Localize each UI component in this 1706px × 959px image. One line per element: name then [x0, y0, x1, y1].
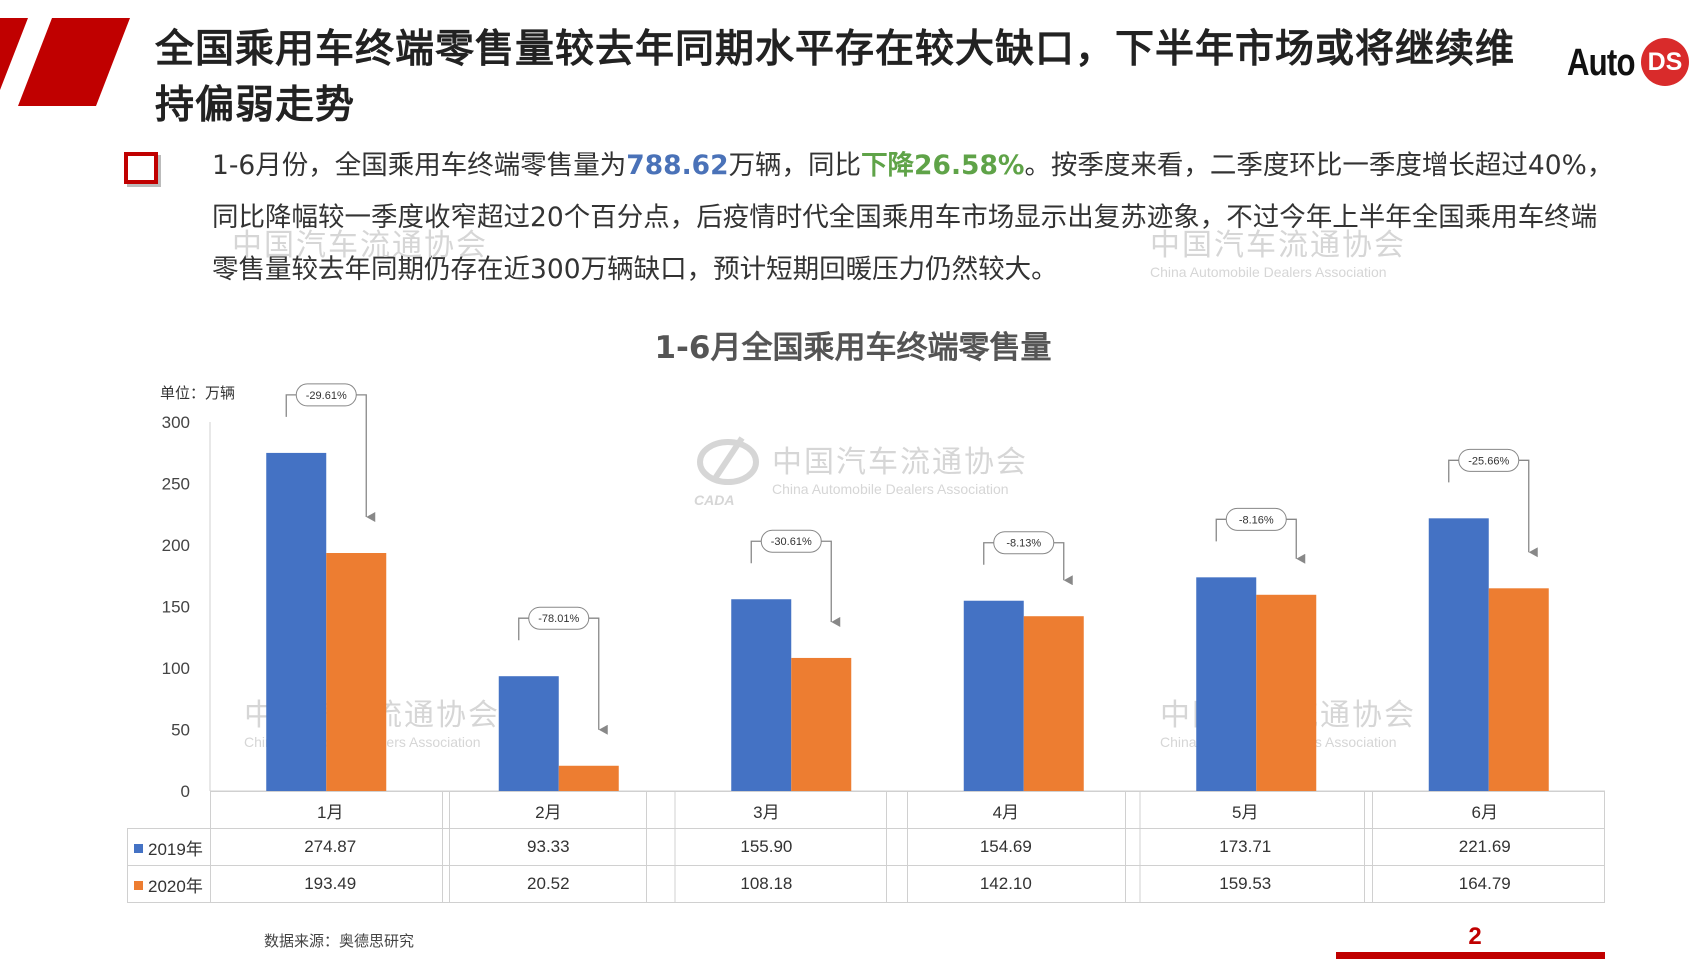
checkbox-bullet-icon — [124, 152, 158, 184]
y-tick-label: 200 — [162, 536, 190, 555]
table-cell: 142.10 — [885, 865, 1127, 903]
legend-entry: 2020年 — [127, 865, 211, 903]
y-tick-label: 150 — [162, 598, 190, 617]
bar-2019 — [963, 600, 1024, 791]
summary-volume-highlight: 788.62 — [626, 150, 729, 181]
summary-paragraph: 1-6月份，全国乘用车终端零售量为788.62万辆，同比下降26.58%。按季度… — [212, 140, 1622, 296]
x-tick-label: 2月 — [449, 791, 648, 829]
change-label: -25.66% — [1468, 455, 1509, 467]
table-cell: 173.71 — [1125, 828, 1366, 866]
page-accent-bar — [1336, 952, 1605, 959]
brand-word: Auto — [1567, 42, 1635, 84]
table-cell: 221.69 — [1364, 828, 1605, 866]
summary-decline-highlight: 下降26.58% — [861, 150, 1025, 181]
table-row: 2019年 274.87 93.33 155.90 154.69 173.71 221.69 — [127, 828, 1605, 866]
bar-2019 — [731, 599, 792, 791]
y-tick-label: 100 — [162, 659, 190, 678]
change-label: -29.61% — [306, 390, 347, 402]
unit-label: 单位：万辆 — [160, 384, 236, 402]
summary-text-1: 1-6月份，全国乘用车终端零售量为 — [212, 150, 627, 181]
change-label-pill — [528, 606, 590, 630]
change-label: -8.13% — [1006, 538, 1041, 550]
table-cell: 154.69 — [885, 828, 1127, 866]
change-label: -8.16% — [1239, 514, 1274, 526]
bar-2020 — [791, 657, 852, 791]
table-row: 2020年 193.49 20.52 108.18 142.10 159.53 164.79 — [127, 865, 1605, 903]
legend-swatch — [134, 843, 143, 853]
red-stripes-logo — [0, 18, 130, 106]
bar-2020 — [558, 765, 619, 791]
bar-2020 — [1256, 594, 1317, 791]
data-source: 数据来源：奥德思研究 — [264, 932, 415, 950]
legend-label: 2019年 — [148, 839, 203, 859]
x-tick-label: 4月 — [885, 791, 1127, 829]
table-corner-cell — [127, 791, 211, 829]
change-label: -78.01% — [538, 613, 579, 625]
table-category-row: 1月 2月 3月 4月 5月 6月 — [127, 791, 1605, 829]
callouts-layer: -29.61% -78.01% -30.61% -8.13% -8.16% -25.66% — [285, 383, 1538, 735]
change-label-pill — [993, 531, 1055, 555]
y-tick-label: 50 — [171, 721, 190, 740]
change-label-pill — [1458, 448, 1520, 472]
x-tick-label: 1月 — [209, 791, 451, 829]
data-table: 1月 2月 3月 4月 5月 6月 2019年 274.87 93.33 155.90 154.6… — [127, 791, 1605, 903]
table-cell: 274.87 — [209, 828, 451, 866]
x-tick-label: 5月 — [1125, 791, 1366, 829]
bar-2019 — [1196, 577, 1257, 791]
bar-2019 — [1428, 518, 1489, 791]
brand-badge: DS — [1641, 38, 1689, 86]
bar-2020 — [1488, 588, 1549, 791]
legend-swatch — [134, 880, 143, 890]
summary-text-3: 。按季度来看，二季度环比一季度增长超过40%，同比降幅较一季度收窄超过20个百分… — [212, 150, 1614, 285]
chart-title: 1-6月全国乘用车终端零售量 — [654, 330, 1052, 366]
change-label-pill — [760, 529, 822, 553]
bar-2020 — [1023, 616, 1084, 791]
change-label: -30.61% — [771, 536, 812, 548]
bar-2020 — [326, 553, 387, 791]
y-tick-label: 250 — [162, 475, 190, 494]
change-label-pill — [1225, 507, 1287, 531]
table-cell: 159.53 — [1125, 865, 1366, 903]
table-cell: 193.49 — [209, 865, 451, 903]
table-cell: 155.90 — [646, 828, 887, 866]
y-tick-label: 300 — [162, 413, 190, 432]
autods-logo: Auto DS — [1567, 38, 1689, 90]
bar-2019 — [266, 452, 327, 791]
table-cell: 164.79 — [1364, 865, 1605, 903]
page-title: 全国乘用车终端零售量较去年同期水平存在较大缺口，下半年市场或将继续维持偏弱走势 — [155, 27, 1516, 128]
change-label-pill — [295, 383, 357, 407]
legend-label: 2020年 — [148, 876, 203, 896]
table-cell: 20.52 — [449, 865, 648, 903]
bars-layer — [266, 452, 1549, 791]
legend-entry: 2019年 — [127, 828, 211, 866]
x-tick-label: 3月 — [646, 791, 887, 829]
summary-text-2: 万辆，同比 — [728, 150, 862, 181]
table-cell: 108.18 — [646, 865, 887, 903]
page-number: 2 — [1468, 923, 1482, 950]
table-cell: 93.33 — [449, 828, 648, 866]
bar-2019 — [498, 676, 559, 791]
x-tick-label: 6月 — [1364, 791, 1605, 829]
